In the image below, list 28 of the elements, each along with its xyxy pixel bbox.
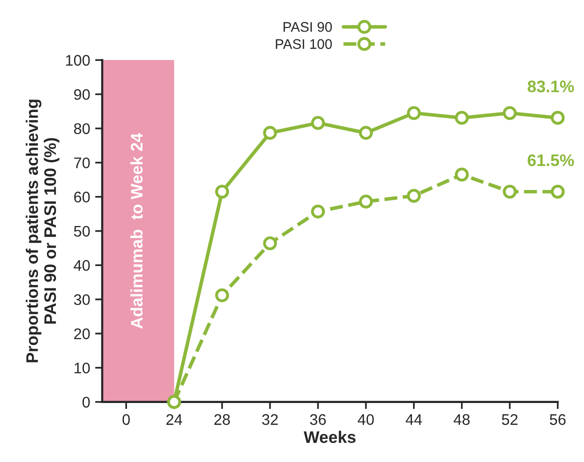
band-label: Adalimumab to Week 24 bbox=[130, 133, 143, 329]
x-tick-label: 24 bbox=[166, 414, 182, 425]
x-tick-label: 0 bbox=[122, 414, 130, 425]
y-tick-label: 0 bbox=[82, 396, 90, 408]
y-tick-label: 30 bbox=[74, 294, 90, 306]
y-tick-label: 40 bbox=[74, 260, 90, 271]
annotation: 61.5% bbox=[528, 154, 574, 166]
x-tick-label: 36 bbox=[310, 414, 326, 425]
y-tick-label: 100 bbox=[66, 54, 90, 66]
x-tick-label: 52 bbox=[502, 414, 518, 425]
x-tick-label: 44 bbox=[406, 414, 422, 425]
y-tick-label: 90 bbox=[74, 89, 90, 100]
y-tick-label: 70 bbox=[74, 157, 90, 168]
y-axis-title: Proportions of patients achieving PASI 90 or PASI 100 (%) bbox=[26, 100, 60, 362]
x-tick-label: 48 bbox=[454, 414, 470, 425]
y-tick-label: 80 bbox=[74, 123, 90, 134]
x-tick-label: 32 bbox=[262, 414, 278, 425]
annotation: 83.1% bbox=[528, 80, 574, 92]
legend-label: PASI 90 bbox=[284, 22, 332, 32]
legend-label: PASI 100 bbox=[276, 39, 332, 49]
x-tick-label: 28 bbox=[214, 414, 230, 425]
y-tick-label: 50 bbox=[74, 226, 90, 237]
y-tick-label: 20 bbox=[74, 328, 90, 340]
x-tick-label: 40 bbox=[358, 414, 374, 425]
x-axis-title: Weeks bbox=[304, 430, 356, 444]
x-tick-label: 56 bbox=[550, 414, 566, 425]
y-tick-label: 60 bbox=[74, 192, 90, 202]
y-tick-label: 10 bbox=[74, 362, 90, 374]
